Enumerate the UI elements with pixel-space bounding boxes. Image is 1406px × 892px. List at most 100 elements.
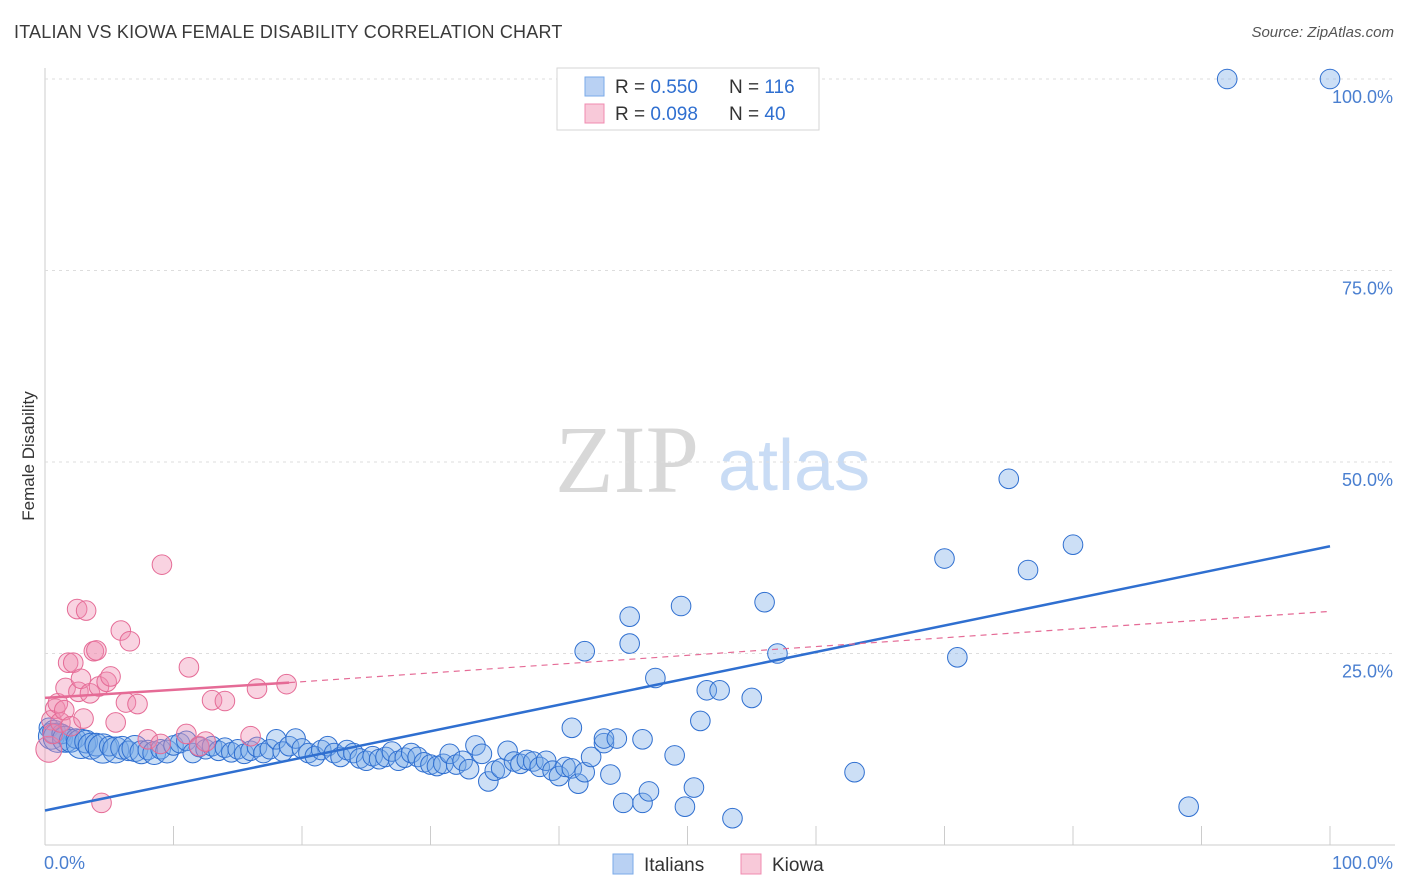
legend-n-label-kiowa: N = [729,104,764,125]
data-point [458,758,480,780]
data-point [66,598,88,620]
data-point [555,756,576,778]
data-point [151,554,173,575]
chart-title: ITALIAN VS KIOWA FEMALE DISABILITY CORRE… [14,22,563,42]
data-point [1178,796,1199,818]
data-point [44,698,66,719]
data-point [86,640,107,661]
data-point [195,731,216,752]
data-point [98,735,120,757]
data-point [580,746,602,768]
data-point [998,468,1020,490]
data-point [632,728,653,750]
data-point [110,620,132,641]
data-point [77,732,105,760]
data-point [452,750,473,772]
data-point [60,715,81,737]
data-point [91,792,112,814]
data-point [567,773,589,795]
bottom-legend-label-kiowa: Kiowa [772,855,824,876]
data-point [53,699,75,721]
data-point [478,771,499,792]
data-point [96,671,117,693]
italians-points [37,68,1341,829]
data-point [1062,534,1084,556]
gridlines [45,78,1395,654]
data-point [1017,559,1039,581]
data-point [465,735,486,756]
data-point [42,723,64,745]
bottom-legend-swatch-kiowa [740,853,762,875]
data-point [75,600,97,621]
data-point [176,723,197,745]
data-point [670,595,692,617]
data-point [73,708,94,729]
data-point [240,725,261,747]
data-point [178,656,200,678]
data-point [934,548,955,569]
data-point [741,687,763,709]
data-point [35,735,63,763]
data-point [407,746,428,768]
series-legend: Italians Kiowa [612,853,824,876]
data-point [600,764,621,785]
legend-swatch-italians [584,76,605,97]
italians-trendline [44,545,1331,812]
data-point [471,743,493,765]
data-point [439,743,461,765]
data-point [57,652,79,673]
data-point [529,756,551,778]
y-tick-labels: 100.0% 75.0% 50.0% 25.0% [1332,87,1393,682]
svg-text:N = 40: N = 40 [729,104,786,125]
legend-r-value-italians: 0.550 [650,77,698,98]
legend-n-value-italians: 116 [764,77,794,98]
data-point [105,712,126,733]
data-point [612,792,634,814]
svg-text:R = 0.550: R = 0.550 [615,77,698,98]
data-point [683,777,705,798]
data-point [1216,68,1238,90]
data-point [619,633,640,654]
y-tick-label: 100.0% [1332,87,1393,107]
data-point [246,678,268,700]
source-label: Source: ZipAtlas.com [1251,24,1394,41]
data-point [593,732,615,754]
data-point [561,758,583,779]
data-point [754,591,775,613]
data-point [445,754,467,775]
data-point [638,781,660,802]
data-point [137,728,159,750]
y-tick-label: 50.0% [1342,470,1393,490]
legend-r-label-kiowa: R = [615,104,650,125]
data-point [619,606,640,628]
bottom-legend-swatch-italians [612,853,634,875]
data-point [100,666,121,687]
data-point [709,679,730,701]
x-tick-label-max: 100.0% [1332,853,1393,873]
x-ticks [44,826,1331,845]
data-point [574,640,596,662]
legend-swatch-kiowa [584,103,605,124]
data-point [74,729,99,754]
y-axis-title: Female Disability [19,391,38,521]
data-point [285,728,306,749]
data-point [561,717,583,739]
data-point [535,750,557,772]
legend-r-label-italians: R = [615,77,650,98]
data-point [844,761,865,783]
x-tick-label-min: 0.0% [44,853,85,873]
kiowa-trendline [44,681,290,700]
y-tick-label: 25.0% [1342,662,1393,682]
data-point [246,736,268,758]
data-point [632,792,653,814]
legend-r-value-kiowa: 0.098 [650,104,698,125]
bottom-legend-label-italians: Italians [644,855,704,876]
watermark-atlas: atlas [718,426,870,506]
svg-text:N = 116: N = 116 [729,77,795,98]
data-point [1319,68,1341,90]
data-point [722,807,743,829]
data-point [690,710,711,732]
stats-legend: R = 0.550 N = 116 R = 0.098 N = 40 [556,67,820,131]
kiowa-points [35,554,297,814]
data-point [674,796,696,818]
